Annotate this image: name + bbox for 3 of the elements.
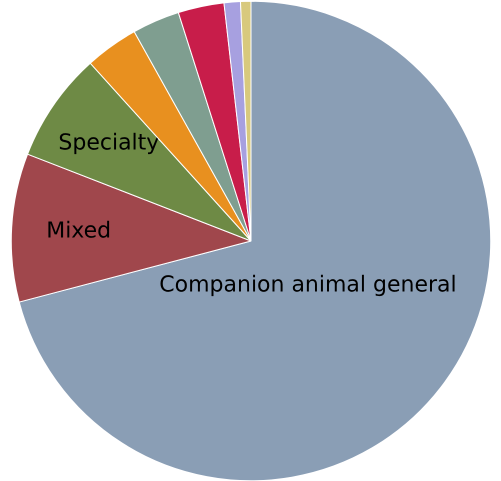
slice-label: Mixed (46, 218, 112, 244)
slice-label: Specialty (58, 130, 160, 156)
slice-label: Companion animal general (159, 272, 457, 298)
